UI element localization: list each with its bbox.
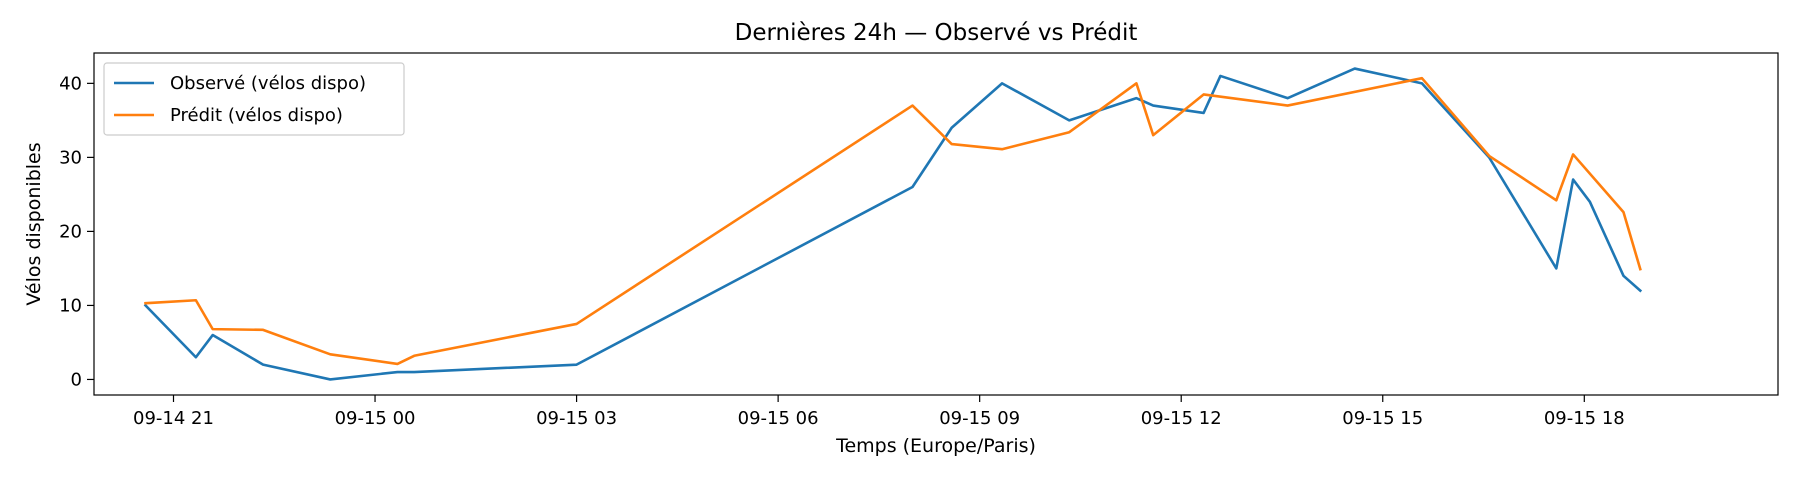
x-tick-label: 09-15 15 bbox=[1342, 408, 1423, 429]
y-tick-label: 0 bbox=[71, 369, 82, 390]
y-tick-label: 20 bbox=[59, 221, 82, 242]
y-axis-label: Vélos disponibles bbox=[23, 142, 45, 305]
y-axis: 0 10 20 30 40 bbox=[59, 73, 94, 390]
x-tick-label: 09-15 09 bbox=[939, 408, 1020, 429]
legend-label: Observé (vélos dispo) bbox=[170, 73, 366, 94]
x-tick-label: 09-15 06 bbox=[738, 408, 819, 429]
x-tick-label: 09-15 18 bbox=[1544, 408, 1625, 429]
chart-title: Dernières 24h — Observé vs Prédit bbox=[735, 20, 1138, 46]
y-tick-label: 40 bbox=[59, 73, 82, 94]
series-line-predicted bbox=[144, 76, 1642, 366]
x-axis: 09-14 21 09-15 00 09-15 03 09-15 06 09-15 09… bbox=[133, 395, 1625, 429]
legend-label: Prédit (vélos dispo) bbox=[170, 105, 343, 126]
series-line-observed bbox=[143, 67, 1643, 381]
x-tick-label: 09-14 21 bbox=[133, 408, 214, 429]
x-axis-label: Temps (Europe/Paris) bbox=[835, 435, 1036, 457]
y-tick-label: 30 bbox=[59, 147, 82, 168]
legend-box bbox=[103, 62, 405, 136]
y-tick-label: 10 bbox=[59, 295, 82, 316]
plot-frame bbox=[93, 52, 1779, 396]
legend: Observé (vélos dispo) Prédit (vélos dispo… bbox=[103, 62, 405, 136]
x-tick-label: 09-15 12 bbox=[1141, 408, 1222, 429]
x-tick-label: 09-15 03 bbox=[536, 408, 617, 429]
series-layer bbox=[143, 67, 1643, 381]
x-tick-label: 09-15 00 bbox=[335, 408, 416, 429]
